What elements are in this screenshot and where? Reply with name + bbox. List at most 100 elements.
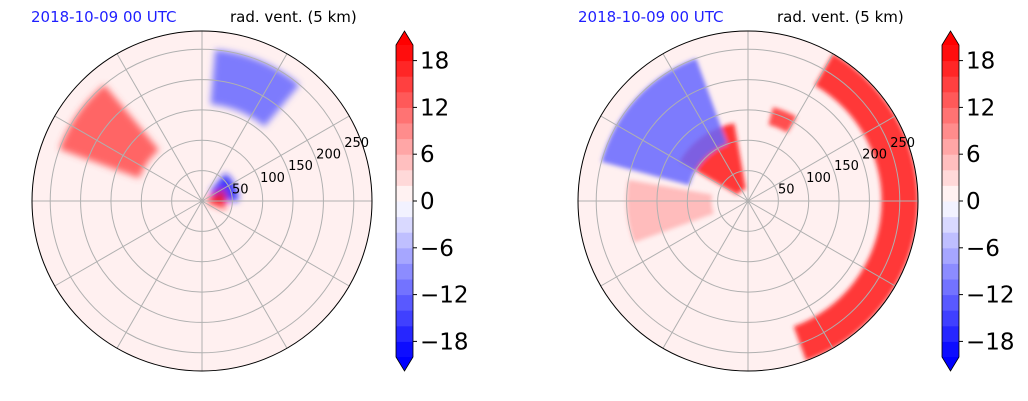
range-label-100: 100 bbox=[806, 171, 831, 186]
colorbar-level bbox=[942, 91, 959, 108]
velocity-blob-positive-2 bbox=[768, 107, 797, 133]
panel-1-variable-title: rad. vent. (5 km) bbox=[230, 8, 357, 26]
azimuth-spoke-300 bbox=[54, 115, 203, 202]
azimuth-spoke-330 bbox=[116, 53, 203, 202]
azimuth-spoke-30 bbox=[747, 53, 834, 202]
colorbar-tick-label: −6 bbox=[966, 236, 1000, 262]
colorbar-tick-label: −12 bbox=[966, 283, 1015, 309]
velocity-band-positive-4 bbox=[626, 179, 714, 243]
colorbar-level bbox=[942, 154, 959, 171]
colorbar-extend-high bbox=[942, 31, 959, 45]
colorbar-level bbox=[396, 341, 413, 358]
colorbar-level bbox=[942, 232, 959, 249]
azimuth-spoke-210 bbox=[116, 200, 203, 349]
azimuth-spoke-210 bbox=[662, 200, 749, 349]
colorbar-tick-label: 18 bbox=[420, 49, 449, 75]
colorbar-level bbox=[396, 154, 413, 171]
azimuth-spoke-240 bbox=[54, 200, 203, 287]
range-label-150: 150 bbox=[288, 159, 313, 174]
colorbar-level bbox=[942, 247, 959, 264]
range-label-150: 150 bbox=[834, 159, 859, 174]
range-label-250: 250 bbox=[890, 136, 915, 151]
velocity-band-positive-0 bbox=[59, 84, 160, 179]
colorbar-tick-label: −18 bbox=[420, 329, 469, 355]
range-label-50: 50 bbox=[778, 182, 795, 197]
colorbar-frame bbox=[395, 30, 414, 372]
outer-boundary bbox=[31, 30, 373, 372]
colorbar-level bbox=[396, 310, 413, 327]
colorbar-level bbox=[942, 185, 959, 202]
outer-boundary bbox=[577, 30, 919, 372]
azimuth-spoke-60 bbox=[747, 115, 896, 202]
colorbar-1: 18 12 6 0 −6 −12 −18 bbox=[395, 30, 469, 372]
azimuth-spoke-30 bbox=[201, 53, 288, 202]
colorbar-level bbox=[942, 341, 959, 358]
azimuth-spoke-120 bbox=[747, 200, 896, 287]
range-label-50: 50 bbox=[232, 182, 249, 197]
colorbar-tick-label: −6 bbox=[420, 236, 454, 262]
colorbar-tick-label: 0 bbox=[420, 189, 435, 215]
colorbar-level bbox=[942, 76, 959, 93]
colorbar-level bbox=[396, 263, 413, 280]
colorbar-level bbox=[942, 60, 959, 77]
azimuth-spoke-60 bbox=[201, 115, 350, 202]
colorbar-tick-label: 12 bbox=[966, 95, 995, 121]
colorbar-level bbox=[942, 45, 959, 62]
velocity-band-negative-1 bbox=[210, 49, 300, 127]
colorbar-extend-low bbox=[396, 357, 413, 371]
colorbar-level bbox=[942, 169, 959, 186]
range-label-200: 200 bbox=[316, 148, 341, 163]
colorbar-level bbox=[396, 138, 413, 155]
colorbar-tick-label: 18 bbox=[966, 49, 995, 75]
colorbar-level bbox=[396, 216, 413, 233]
panel-2-date-title: 2018-10-09 00 UTC bbox=[578, 8, 724, 26]
colorbar-level bbox=[942, 107, 959, 124]
azimuth-spoke-330 bbox=[662, 53, 749, 202]
colorbar-frame bbox=[941, 30, 960, 372]
azimuth-spoke-150 bbox=[201, 200, 288, 349]
colorbar-level bbox=[396, 325, 413, 342]
azimuth-spoke-120 bbox=[201, 200, 350, 287]
azimuth-spoke-150 bbox=[747, 200, 834, 349]
velocity-blob-positive-3 bbox=[207, 188, 227, 210]
colorbar-extend-high bbox=[396, 31, 413, 45]
colorbar-level bbox=[396, 169, 413, 186]
colorbar-tick-label: 6 bbox=[966, 142, 981, 168]
azimuth-spoke-240 bbox=[600, 200, 749, 287]
azimuth-spoke-300 bbox=[600, 115, 749, 202]
colorbar-level bbox=[396, 91, 413, 108]
range-label-200: 200 bbox=[862, 148, 887, 163]
colorbar-level bbox=[942, 325, 959, 342]
velocity-arc-positive-0 bbox=[793, 53, 918, 361]
colorbar-level bbox=[942, 294, 959, 311]
range-label-250: 250 bbox=[344, 136, 369, 151]
colorbar-level bbox=[396, 247, 413, 264]
colorbar-level bbox=[942, 201, 959, 218]
colorbar-level bbox=[396, 232, 413, 249]
colorbar-level bbox=[396, 76, 413, 93]
colorbar-level bbox=[942, 138, 959, 155]
colorbar-level bbox=[942, 263, 959, 280]
colorbar-level bbox=[396, 294, 413, 311]
colorbar-level bbox=[396, 279, 413, 296]
colorbar-level bbox=[942, 310, 959, 327]
colorbar-extend-low bbox=[942, 357, 959, 371]
colorbar-tick-label: 6 bbox=[420, 142, 435, 168]
colorbar-level bbox=[396, 45, 413, 62]
colorbar-level bbox=[942, 279, 959, 296]
colorbar-2: 18 12 6 0 −6 −12 −18 bbox=[941, 30, 1015, 372]
range-label-100: 100 bbox=[260, 171, 285, 186]
panel-1-date-title: 2018-10-09 00 UTC bbox=[31, 8, 177, 26]
colorbar-tick-label: −12 bbox=[420, 283, 469, 309]
colorbar-level bbox=[396, 123, 413, 140]
colorbar-tick-label: −18 bbox=[966, 329, 1015, 355]
colorbar-tick-label: 12 bbox=[420, 95, 449, 121]
colorbar-level bbox=[396, 60, 413, 77]
velocity-band-negative-3 bbox=[601, 58, 728, 186]
colorbar-level bbox=[396, 201, 413, 218]
